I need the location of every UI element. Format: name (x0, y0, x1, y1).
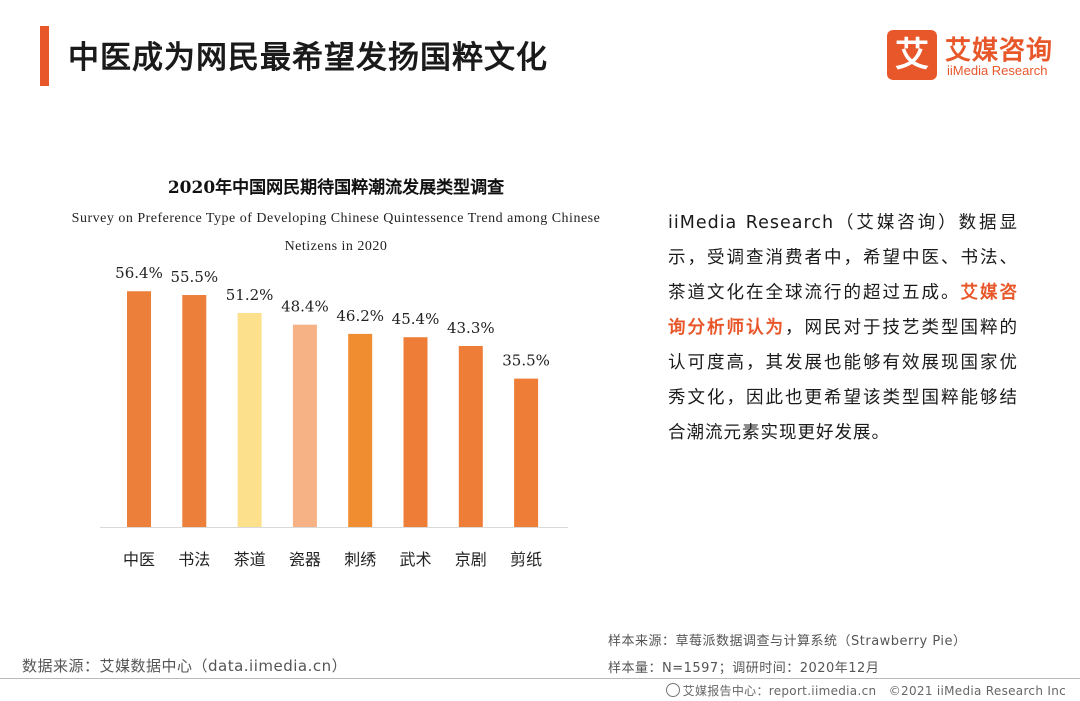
logo-cn-text: 艾媒咨询 (945, 36, 1054, 66)
category-label-8: 剪纸 (510, 550, 542, 569)
value-label-3: 51.2% (226, 286, 274, 304)
bar-2 (182, 295, 207, 527)
category-label-5: 刺绣 (344, 550, 376, 569)
iimedia-logo[interactable]: 艾 艾媒咨询 iiMedia Research (887, 30, 1067, 82)
category-label-1: 中医 (123, 550, 155, 569)
report-center-icon (665, 683, 680, 697)
bar-chart: 56.4% 中医 55.5% 书法 51.2% 茶道 48.4% 瓷器 46.2% 刺绣 45.4%… (100, 264, 568, 569)
chart-subtitle: Survey on Preference Type of Developing … (71, 211, 601, 254)
bar-1 (127, 291, 151, 527)
value-label-8: 35.5% (502, 352, 550, 370)
bar-6 (403, 337, 428, 527)
logo-mark-icon: 艾 (887, 30, 937, 80)
footer-copyright: ©2021 iiMedia Research Inc (888, 684, 1066, 698)
bar-3 (237, 312, 262, 527)
chart-title: 2020年中国网民期待国粹潮流发展类型调查 (167, 178, 505, 198)
title-accent-bar (40, 26, 49, 86)
footer-report-center[interactable]: 艾媒报告中心：report.iimedia.cn (682, 684, 877, 698)
logo-en-text: iiMedia Research (947, 63, 1048, 78)
bar-8 (514, 378, 539, 527)
category-label-2: 书法 (178, 550, 210, 569)
value-label-5: 46.2% (336, 307, 384, 325)
description-part-1: iiMedia Research（艾媒咨询）数据显示，受调查消费者中，希望中医、… (668, 213, 1018, 303)
description-part-2: ，网民对于技艺类型国粹的认可度高，其发展也能够有效展现国家优秀文化，因此也更希望… (668, 318, 1018, 443)
value-label-7: 43.3% (447, 319, 495, 337)
category-label-4: 瓷器 (289, 550, 321, 569)
sample-size: 样本量：N=1597；调研时间：2020年12月 (608, 661, 880, 676)
category-label-6: 武术 (399, 550, 431, 569)
footer-divider (0, 678, 1080, 679)
description-text: iiMedia Research（艾媒咨询）数据显示，受调查消费者中，希望中医、… (668, 206, 1018, 451)
category-label-3: 茶道 (234, 550, 266, 569)
data-source: 数据来源：艾媒数据中心（data.iimedia.cn） (22, 657, 348, 675)
sample-source: 样本来源：草莓派数据调查与计算系统（Strawberry Pie） (608, 634, 967, 649)
value-label-2: 55.5% (170, 268, 218, 286)
value-label-1: 56.4% (115, 264, 163, 282)
page-title: 中医成为网民最希望发扬国粹文化 (68, 40, 548, 76)
value-label-6: 45.4% (392, 310, 440, 328)
footer: 艾媒报告中心：report.iimedia.cn ©2021 iiMedia R… (665, 682, 1066, 699)
value-label-4: 48.4% (281, 298, 329, 316)
category-label-7: 京剧 (455, 550, 487, 569)
bar-4 (292, 324, 317, 527)
description-highlight: 艾媒咨询分析师认为 (668, 283, 1018, 338)
bar-7 (458, 346, 483, 527)
bar-5 (348, 333, 373, 527)
